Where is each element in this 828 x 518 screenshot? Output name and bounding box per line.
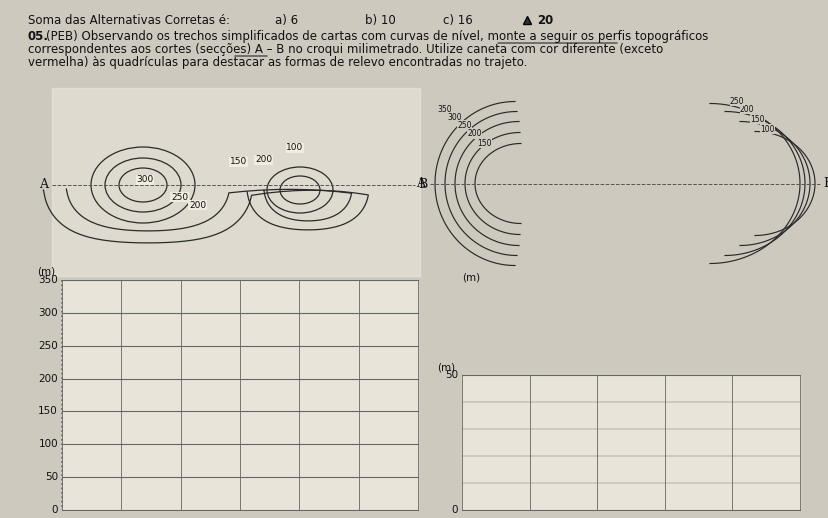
Text: 300: 300 <box>446 112 461 122</box>
Text: 250: 250 <box>729 96 744 106</box>
Text: 250: 250 <box>38 341 58 351</box>
Text: c) 16: c) 16 <box>442 14 472 27</box>
Text: 50: 50 <box>45 472 58 482</box>
Text: 250: 250 <box>456 121 471 130</box>
Text: 100: 100 <box>759 124 773 134</box>
Text: vermelha) às quadrículas para destacar as formas de relevo encontradas no trajet: vermelha) às quadrículas para destacar a… <box>28 56 527 69</box>
Text: 350: 350 <box>436 105 451 113</box>
Text: B: B <box>822 177 828 190</box>
Text: 300: 300 <box>137 176 153 184</box>
Text: Soma das Alternativas Corretas é:: Soma das Alternativas Corretas é: <box>28 14 229 27</box>
Text: 150: 150 <box>476 138 491 148</box>
Text: 20: 20 <box>537 14 552 27</box>
Text: 200: 200 <box>255 155 272 165</box>
Text: 150: 150 <box>749 114 763 123</box>
Text: 150: 150 <box>38 407 58 416</box>
Text: (m): (m) <box>461 272 479 282</box>
Text: 100: 100 <box>286 143 303 152</box>
Text: B: B <box>417 179 426 192</box>
Text: 200: 200 <box>38 373 58 383</box>
Text: 05.: 05. <box>28 30 49 43</box>
Text: 350: 350 <box>38 275 58 285</box>
Text: A: A <box>39 179 48 192</box>
Text: b) 10: b) 10 <box>364 14 395 27</box>
Text: 200: 200 <box>189 200 206 209</box>
Bar <box>62 280 417 510</box>
Bar <box>52 88 420 276</box>
Text: (m): (m) <box>436 362 455 372</box>
Text: 100: 100 <box>38 439 58 449</box>
Text: (m): (m) <box>37 267 55 277</box>
Text: 300: 300 <box>38 308 58 318</box>
Text: A: A <box>416 177 425 190</box>
Text: 200: 200 <box>466 130 481 138</box>
Bar <box>461 375 799 510</box>
Text: 150: 150 <box>229 157 247 166</box>
Text: (PEB) Observando os trechos simplificados de cartas com curvas de nível, monte a: (PEB) Observando os trechos simplificado… <box>46 30 707 43</box>
Text: 250: 250 <box>171 193 188 202</box>
Text: 0: 0 <box>51 505 58 515</box>
Text: 200: 200 <box>739 105 753 113</box>
Text: correspondentes aos cortes (secções) A – B no croqui milimetrado. Utilize caneta: correspondentes aos cortes (secções) A –… <box>28 43 662 56</box>
Text: a) 6: a) 6 <box>275 14 298 27</box>
Text: 0: 0 <box>451 505 457 515</box>
Text: 50: 50 <box>445 370 457 380</box>
